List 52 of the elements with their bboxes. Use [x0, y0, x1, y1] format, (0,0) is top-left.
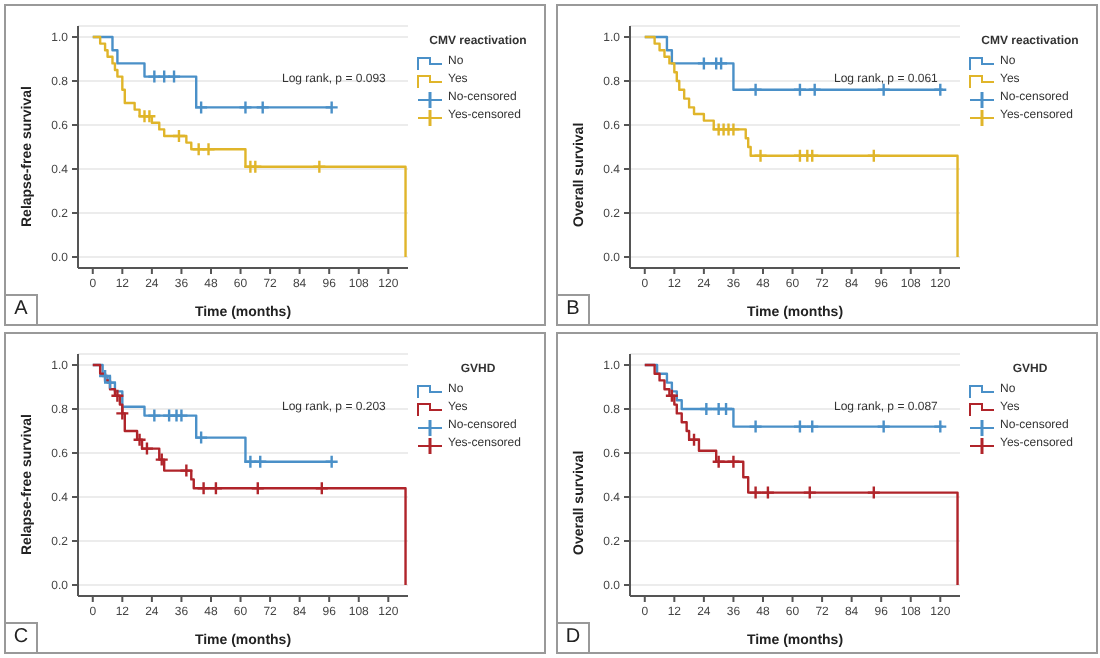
point	[726, 454, 741, 469]
point	[201, 142, 216, 157]
point	[686, 432, 702, 447]
point	[933, 419, 948, 434]
point	[110, 388, 125, 403]
point	[193, 430, 209, 445]
point	[156, 69, 172, 84]
point	[711, 454, 726, 469]
point	[805, 419, 820, 434]
point	[250, 481, 265, 496]
point	[147, 408, 162, 423]
point	[179, 463, 194, 478]
text: B	[558, 294, 590, 324]
point	[97, 368, 113, 384]
point	[699, 401, 714, 417]
point	[312, 159, 327, 174]
point	[753, 148, 768, 163]
point	[166, 69, 182, 84]
point	[748, 419, 763, 434]
point	[807, 82, 822, 97]
point	[792, 419, 808, 434]
point	[243, 454, 258, 469]
point	[696, 56, 712, 71]
point	[208, 481, 224, 496]
point	[196, 481, 211, 496]
point	[115, 406, 130, 421]
text: A	[6, 294, 38, 324]
point	[748, 82, 763, 97]
point	[314, 481, 330, 496]
point	[161, 408, 177, 423]
point	[102, 375, 118, 390]
point	[664, 388, 680, 403]
text: C	[6, 622, 38, 652]
point	[866, 148, 882, 163]
point	[711, 401, 726, 417]
point	[147, 69, 162, 84]
point	[792, 82, 808, 97]
point	[866, 485, 882, 500]
point	[191, 142, 206, 157]
point	[748, 485, 763, 500]
point	[718, 401, 734, 417]
point	[238, 100, 253, 115]
point	[253, 454, 268, 469]
point	[802, 485, 817, 500]
point	[154, 452, 169, 467]
point	[193, 100, 209, 115]
point	[255, 100, 270, 115]
point	[171, 128, 187, 144]
text: D	[558, 622, 590, 652]
point	[933, 82, 948, 97]
point	[760, 485, 776, 500]
point	[876, 419, 891, 434]
